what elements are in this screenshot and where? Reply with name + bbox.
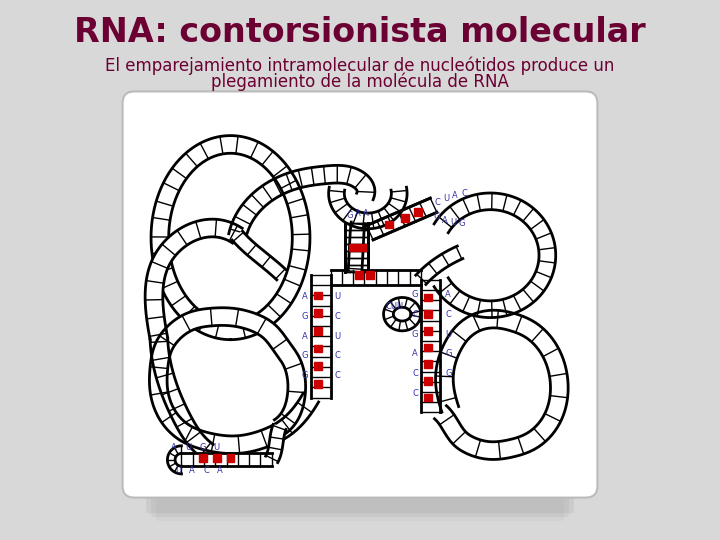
Bar [314, 309, 322, 317]
Bar [213, 455, 221, 462]
Text: A: A [442, 216, 448, 225]
FancyBboxPatch shape [146, 488, 574, 514]
Text: plegamiento de la molécula de RNA: plegamiento de la molécula de RNA [211, 72, 509, 91]
Polygon shape [434, 310, 568, 460]
Text: A: A [302, 332, 308, 341]
Text: A: A [363, 209, 369, 218]
Text: U: U [176, 466, 181, 475]
Bar [314, 345, 322, 353]
Bar [314, 380, 322, 388]
Text: G: G [458, 219, 464, 228]
Text: A: A [412, 349, 418, 359]
Text: G: G [347, 211, 354, 220]
Text: C: C [435, 198, 441, 207]
Text: C: C [335, 312, 341, 321]
Bar [424, 394, 431, 401]
Bar [424, 360, 431, 368]
Polygon shape [229, 165, 375, 238]
Text: U: U [445, 330, 451, 339]
Text: A: A [302, 293, 308, 301]
Bar [385, 220, 393, 228]
Bar [199, 455, 207, 462]
Polygon shape [328, 187, 407, 229]
Bar [424, 310, 431, 318]
FancyBboxPatch shape [122, 91, 598, 497]
Text: C: C [203, 466, 209, 475]
Text: U: U [334, 293, 341, 301]
Polygon shape [150, 339, 213, 458]
Text: A: A [452, 191, 458, 200]
Polygon shape [232, 231, 287, 280]
Text: C: C [335, 352, 341, 360]
Polygon shape [346, 223, 368, 272]
Bar [349, 244, 357, 251]
Bar [414, 208, 422, 216]
Text: A: A [171, 443, 176, 451]
Text: G: G [412, 330, 418, 339]
Polygon shape [330, 270, 420, 285]
Polygon shape [415, 246, 463, 285]
FancyBboxPatch shape [151, 492, 569, 517]
Text: C: C [461, 190, 467, 198]
Polygon shape [420, 280, 441, 412]
Polygon shape [366, 198, 437, 240]
Polygon shape [181, 454, 271, 466]
Text: El emparejamiento intramolecular de nucleótidos produce un: El emparejamiento intramolecular de nucl… [105, 57, 615, 75]
Text: G: G [302, 312, 308, 321]
Text: U: U [450, 218, 456, 227]
Bar [355, 271, 363, 279]
Text: A: A [189, 466, 195, 475]
Text: C: C [335, 371, 341, 380]
Bar [227, 455, 235, 462]
Polygon shape [168, 446, 181, 474]
Polygon shape [151, 136, 310, 340]
Bar [358, 244, 366, 251]
Polygon shape [145, 219, 242, 340]
Text: U: U [185, 443, 192, 451]
Bar [314, 327, 322, 335]
Bar [366, 271, 374, 279]
Text: A: A [446, 291, 451, 300]
Bar [424, 294, 431, 301]
Polygon shape [311, 275, 330, 397]
Text: C: C [412, 369, 418, 378]
Polygon shape [434, 193, 556, 318]
Polygon shape [266, 424, 286, 463]
Text: G: G [445, 369, 451, 378]
Bar [424, 327, 431, 335]
Polygon shape [348, 222, 365, 271]
Text: C: C [412, 310, 418, 319]
Text: G: G [412, 291, 418, 300]
Text: RNA: contorsionista molecular: RNA: contorsionista molecular [74, 16, 646, 49]
Text: A: A [355, 209, 361, 218]
Polygon shape [150, 308, 318, 454]
FancyBboxPatch shape [156, 496, 564, 521]
Text: CUU: CUU [385, 302, 403, 311]
Text: C: C [412, 389, 418, 397]
Bar [314, 292, 322, 300]
Text: U: U [334, 332, 341, 341]
Text: G: G [433, 212, 440, 221]
Text: G: G [302, 352, 308, 360]
Text: U: U [444, 194, 449, 204]
Bar [314, 362, 322, 370]
Bar [424, 377, 431, 385]
Text: A: A [217, 466, 222, 475]
Polygon shape [384, 298, 420, 331]
Text: C: C [446, 310, 451, 319]
Text: G: G [302, 371, 308, 380]
Bar [401, 214, 409, 221]
Text: G: G [199, 443, 206, 451]
Text: U: U [214, 443, 220, 451]
Bar [424, 343, 431, 352]
Text: G: G [445, 349, 451, 359]
